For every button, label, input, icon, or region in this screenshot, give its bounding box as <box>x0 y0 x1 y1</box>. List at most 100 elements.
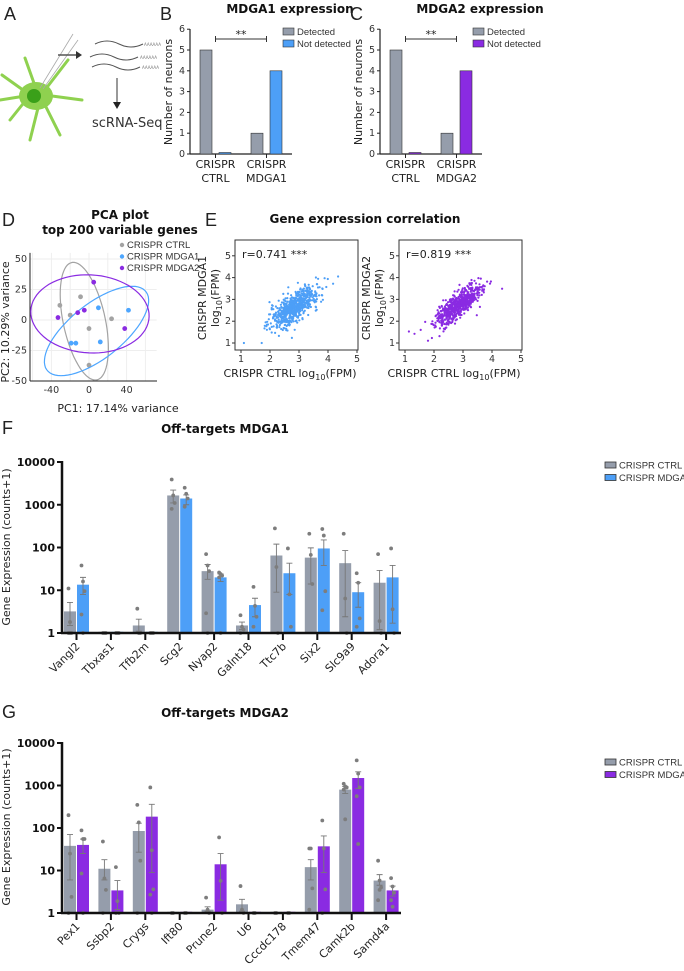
error-bar <box>320 539 327 566</box>
y-tick-label: 1 <box>225 338 231 349</box>
gene-point <box>298 290 301 294</box>
gene-point <box>290 321 293 324</box>
y-tick-label: 6 <box>179 24 185 35</box>
gene-point <box>481 289 484 292</box>
gene-point <box>461 287 464 290</box>
gene-point <box>451 321 454 324</box>
replicate-dot <box>253 604 257 608</box>
gene-point <box>447 310 450 314</box>
gene-point <box>282 316 285 319</box>
gene-point <box>290 296 294 299</box>
gene-point <box>475 314 478 317</box>
replicate-dot <box>182 485 187 490</box>
x-label-unit: (FPM) <box>489 367 520 380</box>
pca-point <box>68 340 74 346</box>
y-tick-label: 3 <box>389 294 395 305</box>
gene-point <box>302 287 305 290</box>
gene-point <box>260 341 263 345</box>
gene-point <box>285 327 288 330</box>
neuron-icon <box>0 56 84 142</box>
pipette-icon <box>39 33 79 90</box>
bar-crispr-ctrl <box>132 830 145 913</box>
gene-point <box>321 298 324 301</box>
category-label: CTRL <box>391 172 420 185</box>
y-tick-label: 2 <box>389 316 395 327</box>
gene-point <box>476 294 479 297</box>
replicate-dot <box>389 898 393 903</box>
replicate-dot <box>274 565 279 569</box>
replicate-dot <box>182 504 187 509</box>
gene-point <box>445 312 448 315</box>
replicate-dot <box>149 848 154 853</box>
category-label: Adora1 <box>355 640 392 677</box>
mrna-icon <box>89 40 144 71</box>
gene-point <box>294 306 297 309</box>
gene-point <box>466 309 470 312</box>
x-label-sub: 10 <box>315 373 325 382</box>
gene-point <box>268 301 271 304</box>
replicate-dot <box>79 871 84 876</box>
category-label: Vangl2 <box>47 640 83 676</box>
gene-point <box>443 312 446 315</box>
gene-point <box>277 299 280 302</box>
legend-label: Detected <box>297 27 335 38</box>
gene-point <box>294 320 297 323</box>
gene-point <box>445 307 448 311</box>
category-label: MDGA2 <box>436 172 477 185</box>
gene-point <box>301 309 304 312</box>
gene-point <box>449 315 452 319</box>
gene-point <box>284 297 287 300</box>
gene-point <box>278 323 281 327</box>
panel-a-schematic: A AAAAAA AAAAAA AAAAAA scRNA-Seq <box>0 4 162 142</box>
gene-point <box>440 322 443 325</box>
category-label: MDGA1 <box>246 172 287 185</box>
gene-point <box>480 286 483 289</box>
bar-detected <box>250 132 264 155</box>
gene-point <box>454 304 457 307</box>
gene-point <box>294 308 297 311</box>
gene-point <box>473 279 476 282</box>
gene-point <box>306 295 309 299</box>
legend-label: CRISPR MDGA2 <box>127 263 199 274</box>
gene-point <box>443 309 446 312</box>
y-tick-label: 10 <box>40 584 56 597</box>
replicate-dot <box>114 865 118 870</box>
gene-point <box>291 312 294 315</box>
gene-point <box>474 282 478 285</box>
bar-crispr-mdga2 <box>77 844 89 913</box>
replicate-dot <box>169 477 174 482</box>
replicate-dot <box>205 907 210 912</box>
gene-point <box>278 326 281 329</box>
gene-point <box>320 300 323 303</box>
gene-point <box>288 315 291 318</box>
x-tick-label: 5 <box>354 354 360 365</box>
replicate-dot <box>356 842 361 846</box>
y-tick-label: 100 <box>32 542 55 555</box>
gene-point <box>297 316 300 319</box>
gene-point <box>465 304 468 307</box>
legend-swatch <box>282 27 295 36</box>
replicate-dot <box>389 546 393 551</box>
gene-point <box>302 312 305 315</box>
gene-point <box>462 300 466 304</box>
legend-label: Not detected <box>487 39 541 50</box>
replicate-dot <box>185 496 190 501</box>
gene-point <box>434 321 437 324</box>
y-tick-label: 1 <box>389 338 395 349</box>
replicate-dot <box>217 835 222 840</box>
gene-point <box>451 317 454 320</box>
error-bar <box>307 859 314 881</box>
gene-point <box>274 305 277 308</box>
category-label: Crygs <box>120 920 152 952</box>
gene-point <box>470 294 473 297</box>
x-tick-label: 1 <box>238 354 244 365</box>
gene-point <box>307 313 310 317</box>
gene-point <box>449 313 452 316</box>
gene-point <box>450 309 453 312</box>
y-tick-label: 50 <box>15 254 27 265</box>
y-label-line1: CRISPR MDGA2 <box>360 256 373 340</box>
category-label: CRISPR <box>386 158 426 171</box>
gene-point <box>481 288 484 291</box>
gene-point <box>311 296 314 299</box>
y-axis-label: Gene Expression (counts+1) <box>0 748 13 905</box>
